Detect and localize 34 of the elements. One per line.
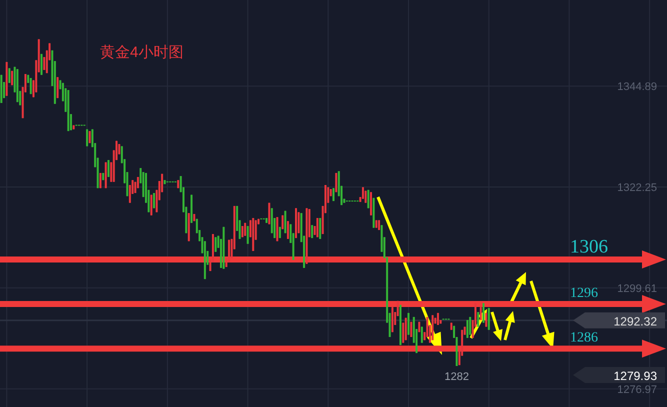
ref-line-label: 1286 [570,330,598,346]
annotation: 1282 [444,370,469,383]
candlestick [402,322,404,344]
candlestick [286,220,289,240]
ref-line-label: 1306 [570,236,608,258]
candlestick [485,312,488,328]
candlestick [311,224,314,239]
candlestick [246,226,249,244]
candlestick [88,130,91,144]
candlestick [8,68,10,84]
y-tick-label: 1276.97 [617,384,657,396]
y-tick-label: 1299.61 [617,282,657,295]
candlestick [214,236,217,252]
candlestick [153,192,156,209]
y-tick-label: 1322.25 [617,182,657,194]
ref-line-label: 1292.32 [614,314,658,328]
candlestick [150,194,152,216]
candlestick [244,222,246,236]
candlestick [56,76,59,99]
candlestick [488,308,490,330]
candlestick [436,312,439,326]
candlestick [469,316,472,336]
ref-line-label: 1296 [570,286,598,302]
candlestick [466,320,468,338]
annotation: 1279.93 [614,369,658,383]
y-tick-label: 1344.89 [617,81,657,94]
candlestick [364,190,367,204]
candlestick [420,326,423,344]
candlestick [30,78,32,95]
candlestick [362,186,364,200]
candlestick [319,217,322,240]
candlestick [477,312,480,328]
candlestick [298,212,300,234]
text: 黄金4小时图 [100,44,184,61]
